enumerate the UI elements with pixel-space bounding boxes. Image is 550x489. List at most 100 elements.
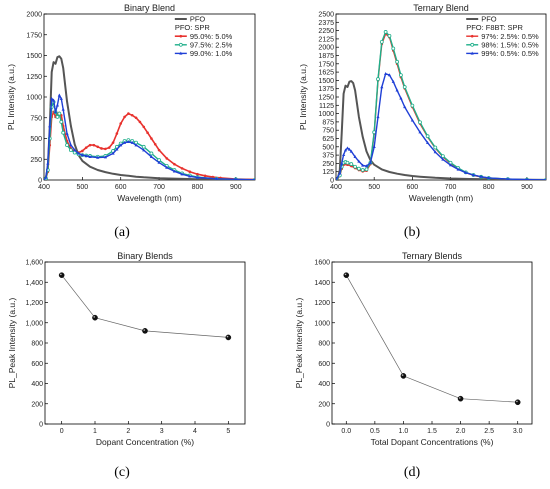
y-tick-label: 250 bbox=[322, 161, 334, 168]
data-point-highlight bbox=[60, 273, 62, 276]
data-point bbox=[399, 96, 403, 100]
x-tick-label: 1.0 bbox=[399, 428, 409, 435]
data-point bbox=[138, 120, 142, 124]
x-tick-label: 2 bbox=[126, 428, 130, 435]
data-point bbox=[123, 115, 126, 119]
legend-label: 95.0%: 5.0% bbox=[190, 32, 233, 41]
legend-marker bbox=[470, 51, 474, 55]
data-point bbox=[149, 151, 154, 156]
y-tick-label: 625 bbox=[322, 136, 334, 143]
data-point bbox=[51, 98, 56, 102]
y-tick-label: 200 bbox=[31, 401, 43, 408]
data-point bbox=[44, 178, 45, 180]
y-tick-label: 1500 bbox=[26, 53, 42, 60]
y-tick-label: 0 bbox=[330, 178, 334, 185]
data-point bbox=[391, 46, 396, 51]
data-point bbox=[410, 103, 415, 108]
data-point bbox=[88, 154, 92, 158]
series-line bbox=[44, 101, 255, 180]
x-tick-label: 1 bbox=[93, 428, 97, 435]
data-point bbox=[55, 115, 60, 119]
data-point bbox=[340, 161, 344, 165]
data-point bbox=[514, 399, 521, 406]
y-tick-label: 875 bbox=[322, 119, 334, 126]
data-point bbox=[188, 174, 192, 178]
data-point bbox=[376, 115, 380, 119]
data-point bbox=[418, 130, 422, 134]
data-point bbox=[53, 110, 58, 114]
y-tick-label: 1250 bbox=[318, 95, 334, 102]
series-pfo bbox=[44, 55, 255, 180]
data-point bbox=[76, 151, 81, 155]
data-point bbox=[165, 157, 169, 160]
y-tick-label: 1000 bbox=[318, 111, 334, 118]
legend-label: PFO bbox=[481, 15, 497, 24]
data-point bbox=[57, 93, 61, 97]
series-99-0-1-0- bbox=[44, 93, 255, 180]
y-tick-label: 1,600 bbox=[25, 260, 43, 267]
y-tick-label: 1600 bbox=[314, 260, 330, 267]
data-point bbox=[59, 96, 63, 100]
data-point bbox=[364, 164, 369, 168]
y-tick-label: 200 bbox=[318, 401, 330, 408]
data-point bbox=[357, 159, 361, 163]
panel-caption: (a) bbox=[114, 225, 130, 240]
trend-line bbox=[345, 275, 518, 403]
y-tick-label: 400 bbox=[318, 381, 330, 388]
data-point bbox=[96, 155, 100, 159]
data-point bbox=[68, 148, 73, 153]
data-point bbox=[349, 162, 354, 166]
x-axis-label: Dopant Concentration (%) bbox=[96, 437, 194, 447]
y-tick-label: 600 bbox=[318, 361, 330, 368]
panel-caption: (b) bbox=[404, 225, 421, 240]
x-tick-label: 2.0 bbox=[456, 428, 466, 435]
plot-frame bbox=[331, 261, 533, 425]
data-point bbox=[142, 328, 148, 334]
data-point bbox=[127, 112, 130, 115]
y-tick-label: 1400 bbox=[314, 280, 330, 287]
data-point bbox=[111, 141, 115, 144]
data-point bbox=[92, 143, 96, 147]
data-point bbox=[361, 163, 365, 167]
x-tick-label: 2.5 bbox=[484, 428, 494, 435]
data-point-highlight bbox=[93, 316, 95, 318]
y-tick-label: 1375 bbox=[318, 86, 334, 93]
y-tick-label: 500 bbox=[30, 136, 42, 143]
data-point bbox=[342, 152, 346, 156]
plot-frame bbox=[44, 261, 246, 425]
data-point bbox=[196, 172, 199, 176]
data-point bbox=[80, 153, 84, 157]
data-point bbox=[391, 79, 395, 83]
data-point bbox=[253, 177, 255, 180]
panel-caption: (d) bbox=[404, 465, 421, 480]
data-point bbox=[84, 154, 88, 158]
chart-title: Ternary Blends bbox=[402, 251, 463, 261]
data-point bbox=[387, 73, 392, 77]
data-point bbox=[368, 160, 372, 164]
data-point-highlight bbox=[143, 329, 145, 331]
x-axis-label: Total Dopant Concentrations (%) bbox=[371, 437, 494, 447]
x-tick-label: 4 bbox=[193, 428, 197, 435]
trend-line bbox=[61, 274, 229, 338]
data-point bbox=[69, 143, 73, 147]
legend-marker bbox=[470, 34, 474, 38]
data-point bbox=[215, 176, 219, 180]
legend-label: 99%: 0.5%: 0.5% bbox=[481, 49, 539, 58]
y-tick-label: 0 bbox=[39, 422, 43, 429]
data-point bbox=[349, 149, 353, 153]
x-tick-label: 700 bbox=[153, 184, 165, 191]
y-tick-label: 125 bbox=[322, 169, 334, 176]
legend-header: PFO: F8BT: SPR bbox=[466, 23, 523, 32]
data-point bbox=[81, 149, 84, 153]
y-tick-label: 600 bbox=[31, 361, 43, 368]
data-point bbox=[157, 148, 161, 152]
y-tick-label: 375 bbox=[322, 153, 334, 160]
data-point bbox=[55, 103, 60, 107]
x-tick-label: 600 bbox=[407, 184, 419, 191]
y-tick-label: 750 bbox=[322, 128, 334, 135]
series-99-0-5-0-5- bbox=[336, 71, 546, 180]
y-tick-label: 2000 bbox=[318, 45, 334, 52]
chart-panel-c: Binary Blends 0 1 2 3 4 5 0 200 400 600 800 1,000 1,2… bbox=[7, 251, 246, 480]
x-tick-label: 500 bbox=[368, 184, 380, 191]
y-tick-label: 400 bbox=[31, 381, 43, 388]
